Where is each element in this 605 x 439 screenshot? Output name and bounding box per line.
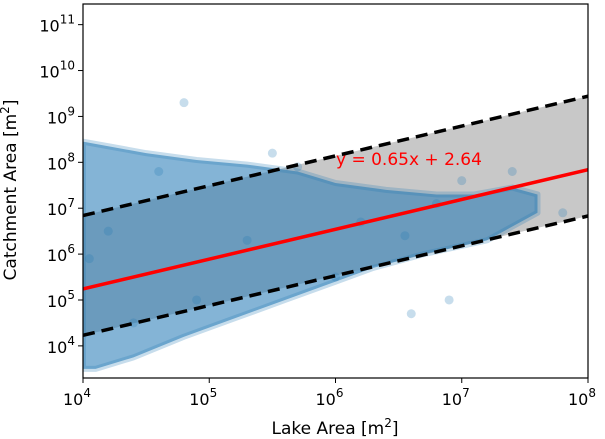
plot-area — [83, 94, 588, 372]
y-tick-label: 109 — [47, 104, 75, 127]
upper-dashed-line — [83, 94, 588, 218]
scatter-point — [444, 295, 454, 305]
x-tick-label: 104 — [63, 386, 91, 409]
x-axis-ticks: 104 105 106 107 108 — [63, 378, 596, 409]
scatter-point — [84, 254, 94, 264]
y-tick-label: 1010 — [39, 59, 75, 82]
scatter-point — [558, 208, 568, 218]
scatter-point — [507, 166, 517, 176]
scatter-point — [103, 226, 113, 236]
fit-equation-label: y = 0.65x + 2.64 — [336, 150, 482, 170]
x-tick-label: 108 — [568, 386, 596, 409]
y-tick-label: 105 — [47, 288, 75, 311]
scatter-point — [154, 166, 164, 176]
scatter-point — [179, 98, 189, 108]
scatter-point — [400, 231, 410, 241]
y-axis-label: Catchment Area [m2] — [0, 100, 21, 281]
scatter-point — [406, 309, 416, 319]
x-tick-label: 105 — [189, 386, 217, 409]
fit-line — [83, 167, 588, 291]
x-tick-label: 106 — [316, 386, 344, 409]
y-axis-ticks: 104 105 106 107 108 109 1010 1011 — [39, 13, 83, 357]
scatter-cloud — [83, 138, 541, 372]
scatter-point — [242, 235, 252, 245]
x-axis-label: Lake Area [m2] — [272, 416, 399, 439]
y-tick-label: 107 — [47, 196, 75, 219]
x-tick-label: 107 — [442, 386, 470, 409]
y-tick-label: 108 — [47, 150, 75, 173]
y-tick-label: 1011 — [39, 13, 75, 36]
lower-dashed-line — [83, 214, 588, 338]
y-tick-label: 106 — [47, 242, 75, 265]
scatter-point — [192, 295, 202, 305]
scatter-point — [457, 176, 467, 186]
scatter-point — [267, 148, 277, 158]
y-tick-label: 104 — [47, 334, 75, 357]
